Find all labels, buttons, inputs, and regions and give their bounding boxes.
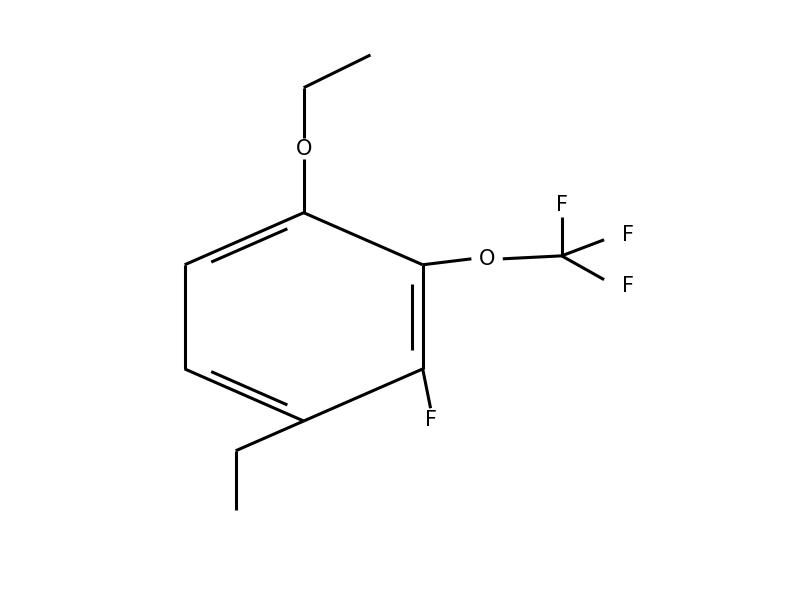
Text: F: F	[425, 410, 437, 429]
Text: O: O	[479, 249, 496, 269]
Text: O: O	[296, 139, 312, 159]
Text: F: F	[623, 225, 634, 245]
Text: F: F	[556, 196, 567, 215]
Text: F: F	[623, 276, 634, 295]
